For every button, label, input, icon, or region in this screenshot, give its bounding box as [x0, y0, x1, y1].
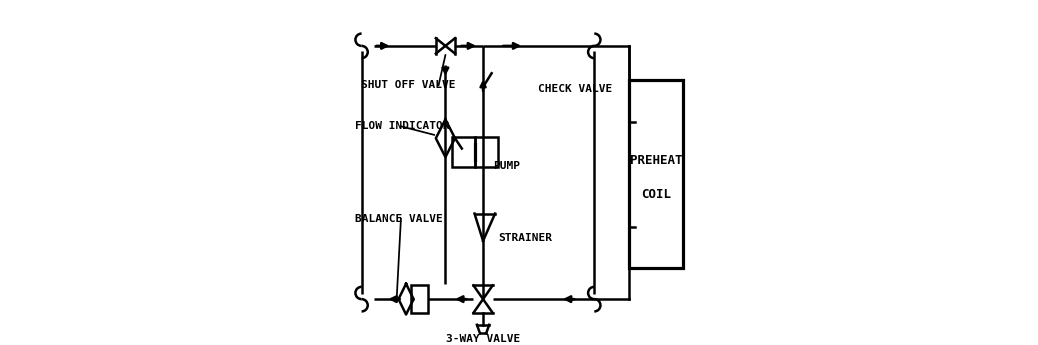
Bar — [411, 285, 429, 313]
Text: FLOW INDICATOR: FLOW INDICATOR — [355, 121, 449, 131]
Text: PUMP: PUMP — [493, 161, 520, 171]
Text: BALANCE VALVE: BALANCE VALVE — [355, 214, 442, 224]
Text: 3-WAY VALVE: 3-WAY VALVE — [446, 334, 520, 344]
Text: COIL: COIL — [640, 188, 671, 201]
Text: CHECK VALVE: CHECK VALVE — [538, 84, 612, 94]
Text: STRAINER: STRAINER — [498, 233, 552, 243]
Text: SHUT OFF VALVE: SHUT OFF VALVE — [360, 80, 455, 90]
Bar — [453, 137, 475, 167]
Text: PREHEAT: PREHEAT — [630, 154, 682, 167]
Bar — [629, 80, 683, 268]
Bar — [475, 137, 498, 167]
